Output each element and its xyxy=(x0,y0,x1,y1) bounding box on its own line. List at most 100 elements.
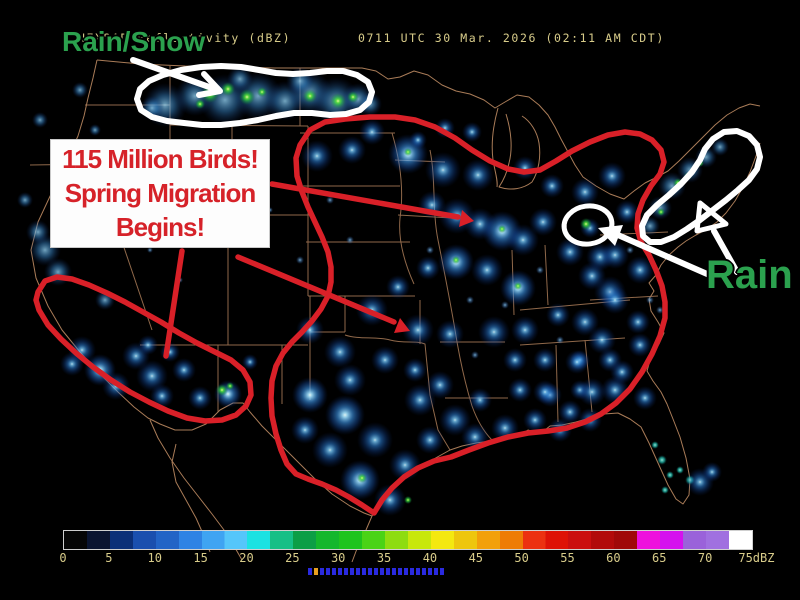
white-arrow-rainsnow xyxy=(130,57,223,98)
radar-echo xyxy=(478,316,510,348)
radar-echo xyxy=(416,256,440,280)
radar-echo xyxy=(426,371,454,399)
annotation-shapes xyxy=(33,57,763,516)
radar-echo xyxy=(452,256,460,264)
colorbar-chip xyxy=(706,531,752,549)
colorbar-tick-label: 30 xyxy=(330,551,346,565)
colorbar-tick-label: 20 xyxy=(239,551,254,565)
watermark-squares xyxy=(308,568,444,575)
radar-echo xyxy=(426,246,434,254)
colorbar-chip xyxy=(155,531,202,549)
radar-echo xyxy=(676,466,684,474)
radar-echo xyxy=(404,148,412,156)
radar-echo xyxy=(226,382,234,390)
radar-echo xyxy=(371,346,399,374)
radar-echo xyxy=(425,152,461,188)
radar-echo xyxy=(347,91,359,103)
white-arrow-rain-b xyxy=(598,225,717,280)
radar-echo xyxy=(404,496,412,504)
radar-echo xyxy=(89,124,101,136)
watermark-square xyxy=(392,568,396,575)
radar-echo xyxy=(626,256,654,284)
radar-echo xyxy=(661,486,669,494)
colorbar-chip xyxy=(109,531,156,549)
watermark-square xyxy=(326,568,330,575)
watermark-square xyxy=(332,568,336,575)
radar-echo xyxy=(657,208,665,216)
colorbar-chip xyxy=(476,531,523,549)
radar-echo xyxy=(359,119,385,145)
red-arrow-upper xyxy=(269,181,474,227)
radar-echo xyxy=(546,303,570,327)
radar-echo xyxy=(32,112,48,128)
colorbar-chip xyxy=(522,531,569,549)
radar-echo xyxy=(312,432,348,468)
watermark-square xyxy=(308,568,312,575)
radar-echo xyxy=(462,122,482,142)
radar-echo xyxy=(138,335,158,355)
colorbar-chip xyxy=(614,531,661,549)
watermark-square xyxy=(434,568,438,575)
radar-echo xyxy=(466,296,474,304)
radar-echo xyxy=(651,441,659,449)
radar-echo xyxy=(330,93,346,109)
radar-echo xyxy=(501,301,509,309)
birds-line1: 115 Million Birds! xyxy=(62,144,259,174)
watermark-square xyxy=(440,568,444,575)
radar-echo xyxy=(17,192,33,208)
red-arrow-lower xyxy=(235,254,410,333)
radar-echo xyxy=(536,266,544,274)
colorbar-tick-label: 25 xyxy=(285,551,300,565)
radar-echo xyxy=(303,89,317,103)
colorbar-tick-label: 60 xyxy=(606,551,621,565)
radar-echo xyxy=(565,350,589,374)
radar-echo xyxy=(588,326,616,354)
radar-echo xyxy=(540,174,564,198)
radar-echo xyxy=(656,306,664,314)
red-line-southwest xyxy=(163,248,185,359)
radar-echo xyxy=(439,404,471,436)
colorbar-tick-label: 75dBZ xyxy=(738,551,775,565)
watermark-square xyxy=(344,568,348,575)
radar-echo xyxy=(242,354,258,370)
radar-echo xyxy=(292,377,328,413)
radar-echo xyxy=(626,310,650,334)
watermark-square xyxy=(368,568,372,575)
radar-echo xyxy=(26,220,50,244)
radar-echo xyxy=(598,162,626,190)
radar-echo xyxy=(666,471,674,479)
colorbar-tick-label: 35 xyxy=(376,551,392,565)
red-migration-outline xyxy=(268,114,668,516)
radar-echo xyxy=(615,200,639,224)
colorbar-tick-label: 45 xyxy=(468,551,484,565)
radar-echo xyxy=(416,426,444,454)
radar-echo xyxy=(257,87,267,97)
radar-echo xyxy=(402,314,434,346)
colorbar-tick-label: 50 xyxy=(514,551,529,565)
radar-echo xyxy=(436,320,464,348)
colorbar-tick-label: 55 xyxy=(560,551,575,565)
radar-echo xyxy=(633,386,657,410)
radar-echo xyxy=(523,408,547,432)
white-northeast-outline xyxy=(639,128,763,245)
rain-label: Rain xyxy=(706,253,793,297)
watermark-square xyxy=(422,568,426,575)
watermark-square xyxy=(338,568,342,575)
product-title: NEXRAD Reflectivity (dBZ) xyxy=(78,31,292,45)
radar-echo xyxy=(172,358,196,382)
radar-echo xyxy=(646,296,654,304)
radar-echo xyxy=(216,384,228,396)
radar-echo xyxy=(72,82,88,98)
radar-echo xyxy=(338,136,366,164)
colorbar-tick-label: 15 xyxy=(193,551,208,565)
radar-echo xyxy=(296,256,304,264)
radar-echo xyxy=(711,138,729,156)
radar-echo xyxy=(462,159,494,191)
colorbar-chip xyxy=(660,531,707,549)
radar-echo xyxy=(471,351,479,359)
watermark-square xyxy=(428,568,432,575)
radar-echo xyxy=(147,247,153,253)
colorbar-chip xyxy=(385,531,431,549)
radar-echo xyxy=(498,225,506,233)
radar-echo xyxy=(529,208,557,236)
